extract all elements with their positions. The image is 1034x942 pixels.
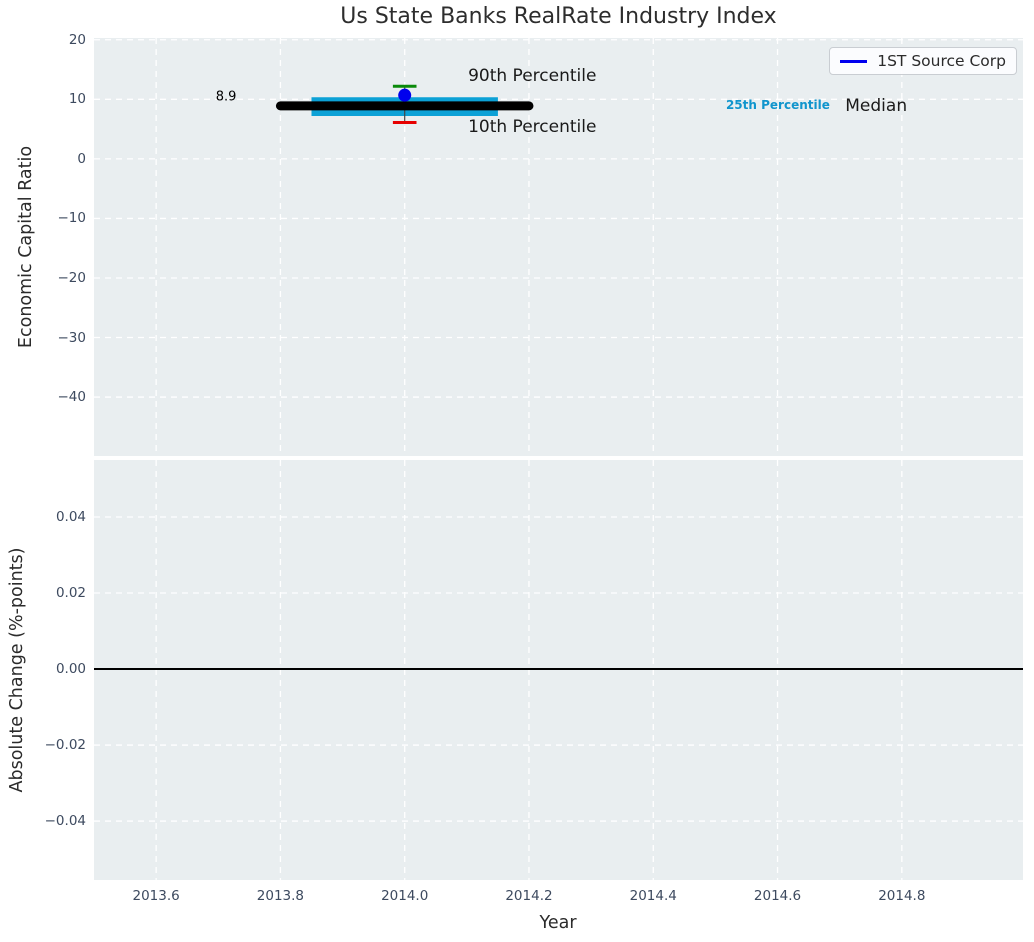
y-tick-label: 10 bbox=[68, 91, 86, 108]
plot-background bbox=[94, 38, 1023, 456]
company-point bbox=[398, 88, 412, 102]
annotation-10th-percentile: 10th Percentile bbox=[468, 117, 597, 138]
y-tick-label: −10 bbox=[57, 210, 87, 227]
y-tick-label: 20 bbox=[68, 31, 86, 48]
x-tick-label: 2014.6 bbox=[753, 888, 802, 904]
y-tick-label: −20 bbox=[57, 269, 87, 286]
annotation-90th-percentile: 90th Percentile bbox=[468, 65, 597, 86]
annotation-median: Median bbox=[845, 95, 908, 116]
x-tick-label: 2014.2 bbox=[505, 888, 553, 904]
legend-label: 1ST Source Corp bbox=[877, 52, 1006, 70]
y-tick-label: −30 bbox=[57, 329, 87, 346]
legend: 1ST Source Corp bbox=[829, 47, 1017, 75]
y-tick-label: 0.00 bbox=[55, 661, 86, 678]
x-tick-label: 2014.0 bbox=[381, 888, 429, 904]
chart-title: Us State Banks RealRate Industry Index bbox=[340, 4, 777, 29]
x-tick-label: 2014.8 bbox=[878, 888, 926, 904]
annotation-25th-percentile: 25th Percentile bbox=[725, 98, 830, 113]
y-tick-label: −0.02 bbox=[44, 737, 86, 754]
y-axis-label-top: Economic Capital Ratio bbox=[16, 145, 36, 349]
y-tick-label: 0 bbox=[77, 150, 86, 167]
y-axis-label-bottom: Absolute Change (%-points) bbox=[7, 547, 27, 793]
legend-line-icon bbox=[840, 59, 868, 63]
x-tick-label: 2014.4 bbox=[629, 888, 677, 904]
y-tick-label: 0.02 bbox=[55, 585, 86, 602]
y-tick-label: 0.04 bbox=[55, 509, 86, 525]
x-tick-label: 2013.6 bbox=[132, 888, 180, 904]
y-tick-label: −40 bbox=[57, 389, 87, 406]
x-axis-label: Year bbox=[539, 913, 577, 933]
annotation-8-9: 8.9 bbox=[215, 89, 237, 105]
x-tick-label: 2013.8 bbox=[256, 888, 305, 904]
y-tick-label: −0.04 bbox=[44, 813, 86, 830]
